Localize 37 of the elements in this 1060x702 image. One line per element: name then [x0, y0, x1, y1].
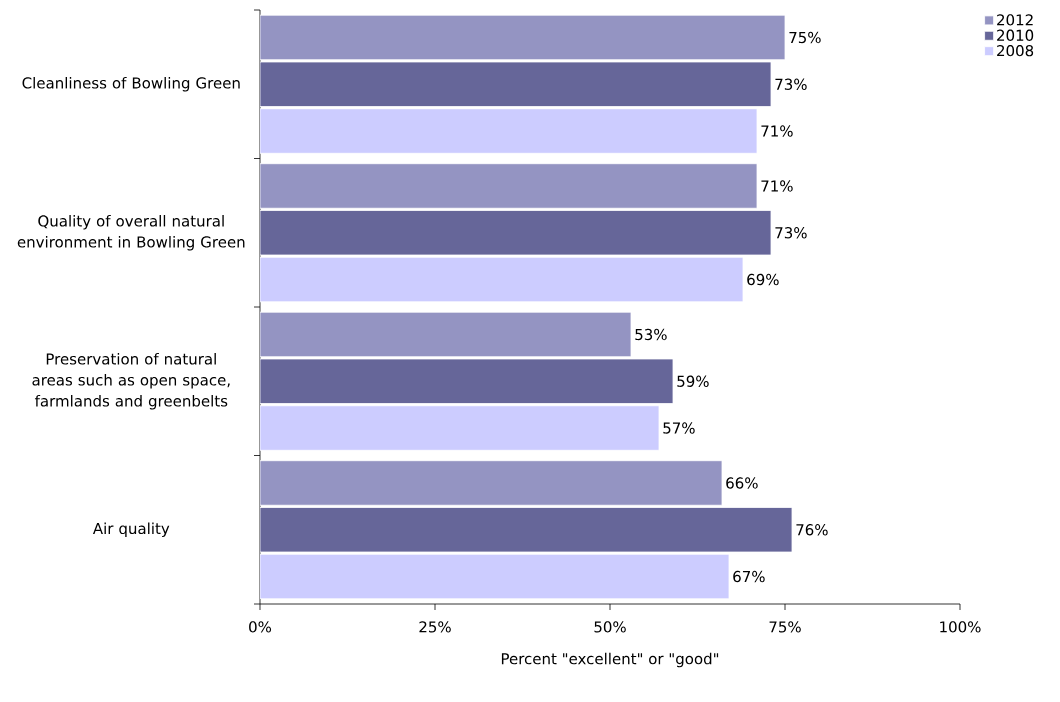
- bar: [260, 553, 730, 600]
- x-tick-label: 25%: [419, 621, 451, 633]
- bar: [260, 210, 772, 256]
- legend-label: 2010: [997, 29, 1034, 41]
- x-tick-label: 75%: [769, 621, 801, 633]
- data-label: 67%: [733, 570, 765, 583]
- bar: [260, 61, 772, 107]
- data-label: 76%: [796, 524, 828, 536]
- x-tick-label: 0%: [249, 621, 272, 633]
- data-label: 66%: [726, 477, 758, 489]
- y-tick-label: Cleanliness of Bowling Green: [22, 77, 240, 92]
- data-label: 71%: [761, 125, 793, 137]
- data-label: 73%: [775, 227, 807, 239]
- bar: [260, 460, 723, 506]
- x-axis-title: Percent "excellent" or "good": [501, 652, 719, 668]
- data-label: 71%: [761, 180, 793, 192]
- data-label: 57%: [663, 422, 695, 434]
- data-label: 73%: [775, 78, 807, 90]
- bar: [260, 358, 674, 404]
- data-label: 59%: [677, 375, 709, 387]
- data-label: 75%: [789, 31, 821, 44]
- data-label: 69%: [747, 273, 779, 286]
- x-tick-label: 50%: [594, 621, 626, 633]
- data-label: 53%: [635, 328, 667, 341]
- y-tick-label: Air quality: [92, 522, 170, 538]
- x-tick-label: 100%: [940, 621, 981, 633]
- y-tick-label: Preservation of natural areas such as open space, farmlands and greenbelts: [32, 353, 230, 410]
- bar: [260, 108, 758, 154]
- bar: [260, 163, 758, 209]
- bar: [260, 311, 632, 358]
- bar: [260, 256, 744, 303]
- bar: [260, 507, 793, 553]
- bar: [260, 405, 660, 451]
- legend-label: 2012: [997, 14, 1033, 26]
- bar: [260, 14, 786, 61]
- y-tick-label: Quality of overall natural environment in Bowling Green: [17, 215, 245, 251]
- legend-label: 2008: [997, 44, 1034, 57]
